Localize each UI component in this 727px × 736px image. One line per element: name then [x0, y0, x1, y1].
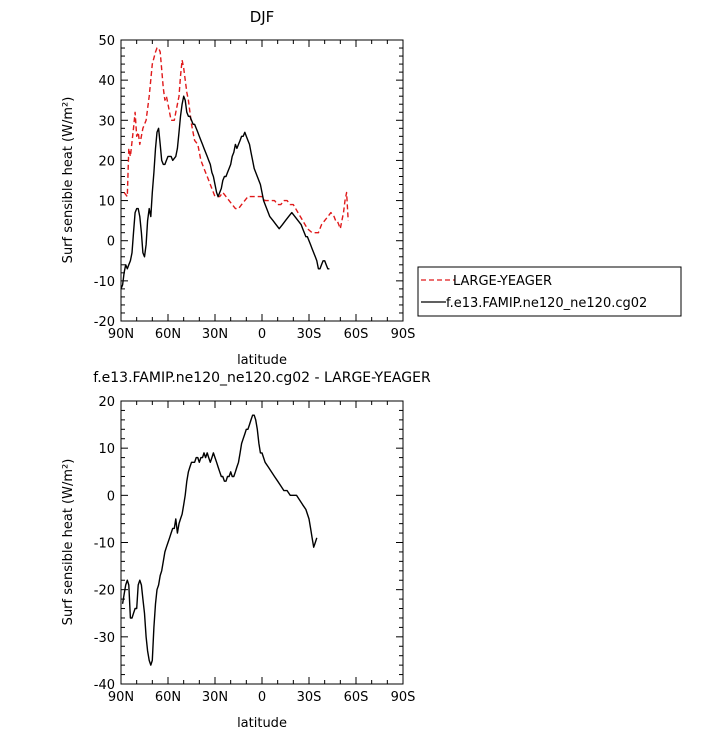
y-tick-label: -30	[94, 631, 115, 646]
x-tick-label: 90N	[108, 327, 134, 342]
y-tick-label: 10	[98, 442, 115, 457]
y-tick-label: 50	[98, 34, 115, 49]
y-tick-label: -10	[94, 537, 115, 552]
y-axis-label: Surf sensible heat (W/m²)	[61, 459, 76, 626]
x-tick-label: 30S	[297, 690, 322, 705]
chart-title: f.e13.FAMIP.ne120_ne120.cg02 - LARGE-YEA…	[93, 370, 431, 386]
y-tick-label: -10	[94, 275, 115, 290]
x-tick-label: 0	[258, 690, 266, 705]
x-tick-label: 30S	[297, 327, 322, 342]
x-tick-label: 60S	[344, 327, 369, 342]
y-tick-label: 0	[107, 235, 115, 250]
difference-panel: f.e13.FAMIP.ne120_ne120.cg02 - LARGE-YEA…	[61, 370, 431, 731]
y-tick-label: 30	[98, 114, 115, 129]
x-axis-label: latitude	[237, 716, 287, 731]
x-tick-label: 60N	[155, 690, 181, 705]
plot-area: 90N 60N 30N 0 30S 60S 90S -40 -30 -20 -10 0 10 20	[94, 395, 416, 705]
legend-label-large-yeager: LARGE-YEAGER	[453, 274, 552, 289]
y-tick-label: -20	[94, 315, 115, 330]
x-tick-label: 60N	[155, 327, 181, 342]
series-line-1	[120, 95, 330, 290]
series-line-0	[123, 47, 349, 234]
x-tick-label: 60S	[344, 690, 369, 705]
x-tick-label: 90S	[391, 327, 416, 342]
x-tick-label: 30N	[202, 327, 228, 342]
y-tick-label: 20	[98, 154, 115, 169]
y-tick-label: 20	[98, 395, 115, 410]
y-tick-label: 0	[107, 489, 115, 504]
plot-frame	[120, 400, 404, 685]
x-axis-label: latitude	[237, 353, 287, 368]
y-axis-label: Surf sensible heat (W/m²)	[61, 97, 76, 264]
plot-area: 90N 60N 30N 0 30S 60S 90S -20 -10 0 10 20 30 40 50	[94, 34, 416, 342]
y-tick-label: 10	[98, 195, 115, 210]
x-tick-label: 90N	[108, 690, 134, 705]
chart-title: DJF	[250, 8, 275, 26]
legend: LARGE-YEAGER f.e13.FAMIP.ne120_ne120.cg0…	[417, 266, 682, 317]
y-tick-label: -20	[94, 584, 115, 599]
legend-box	[417, 266, 682, 317]
legend-label-famip: f.e13.FAMIP.ne120_ne120.cg02	[446, 296, 647, 311]
y-tick-label: 40	[98, 74, 115, 89]
x-tick-label: 0	[258, 327, 266, 342]
x-tick-label: 30N	[202, 690, 228, 705]
djf-panel: DJF Surf sensible heat (W/m²) latitude 9…	[61, 8, 415, 368]
x-tick-label: 90S	[391, 690, 416, 705]
y-tick-label: -40	[94, 678, 115, 693]
series-line-0	[121, 414, 318, 666]
